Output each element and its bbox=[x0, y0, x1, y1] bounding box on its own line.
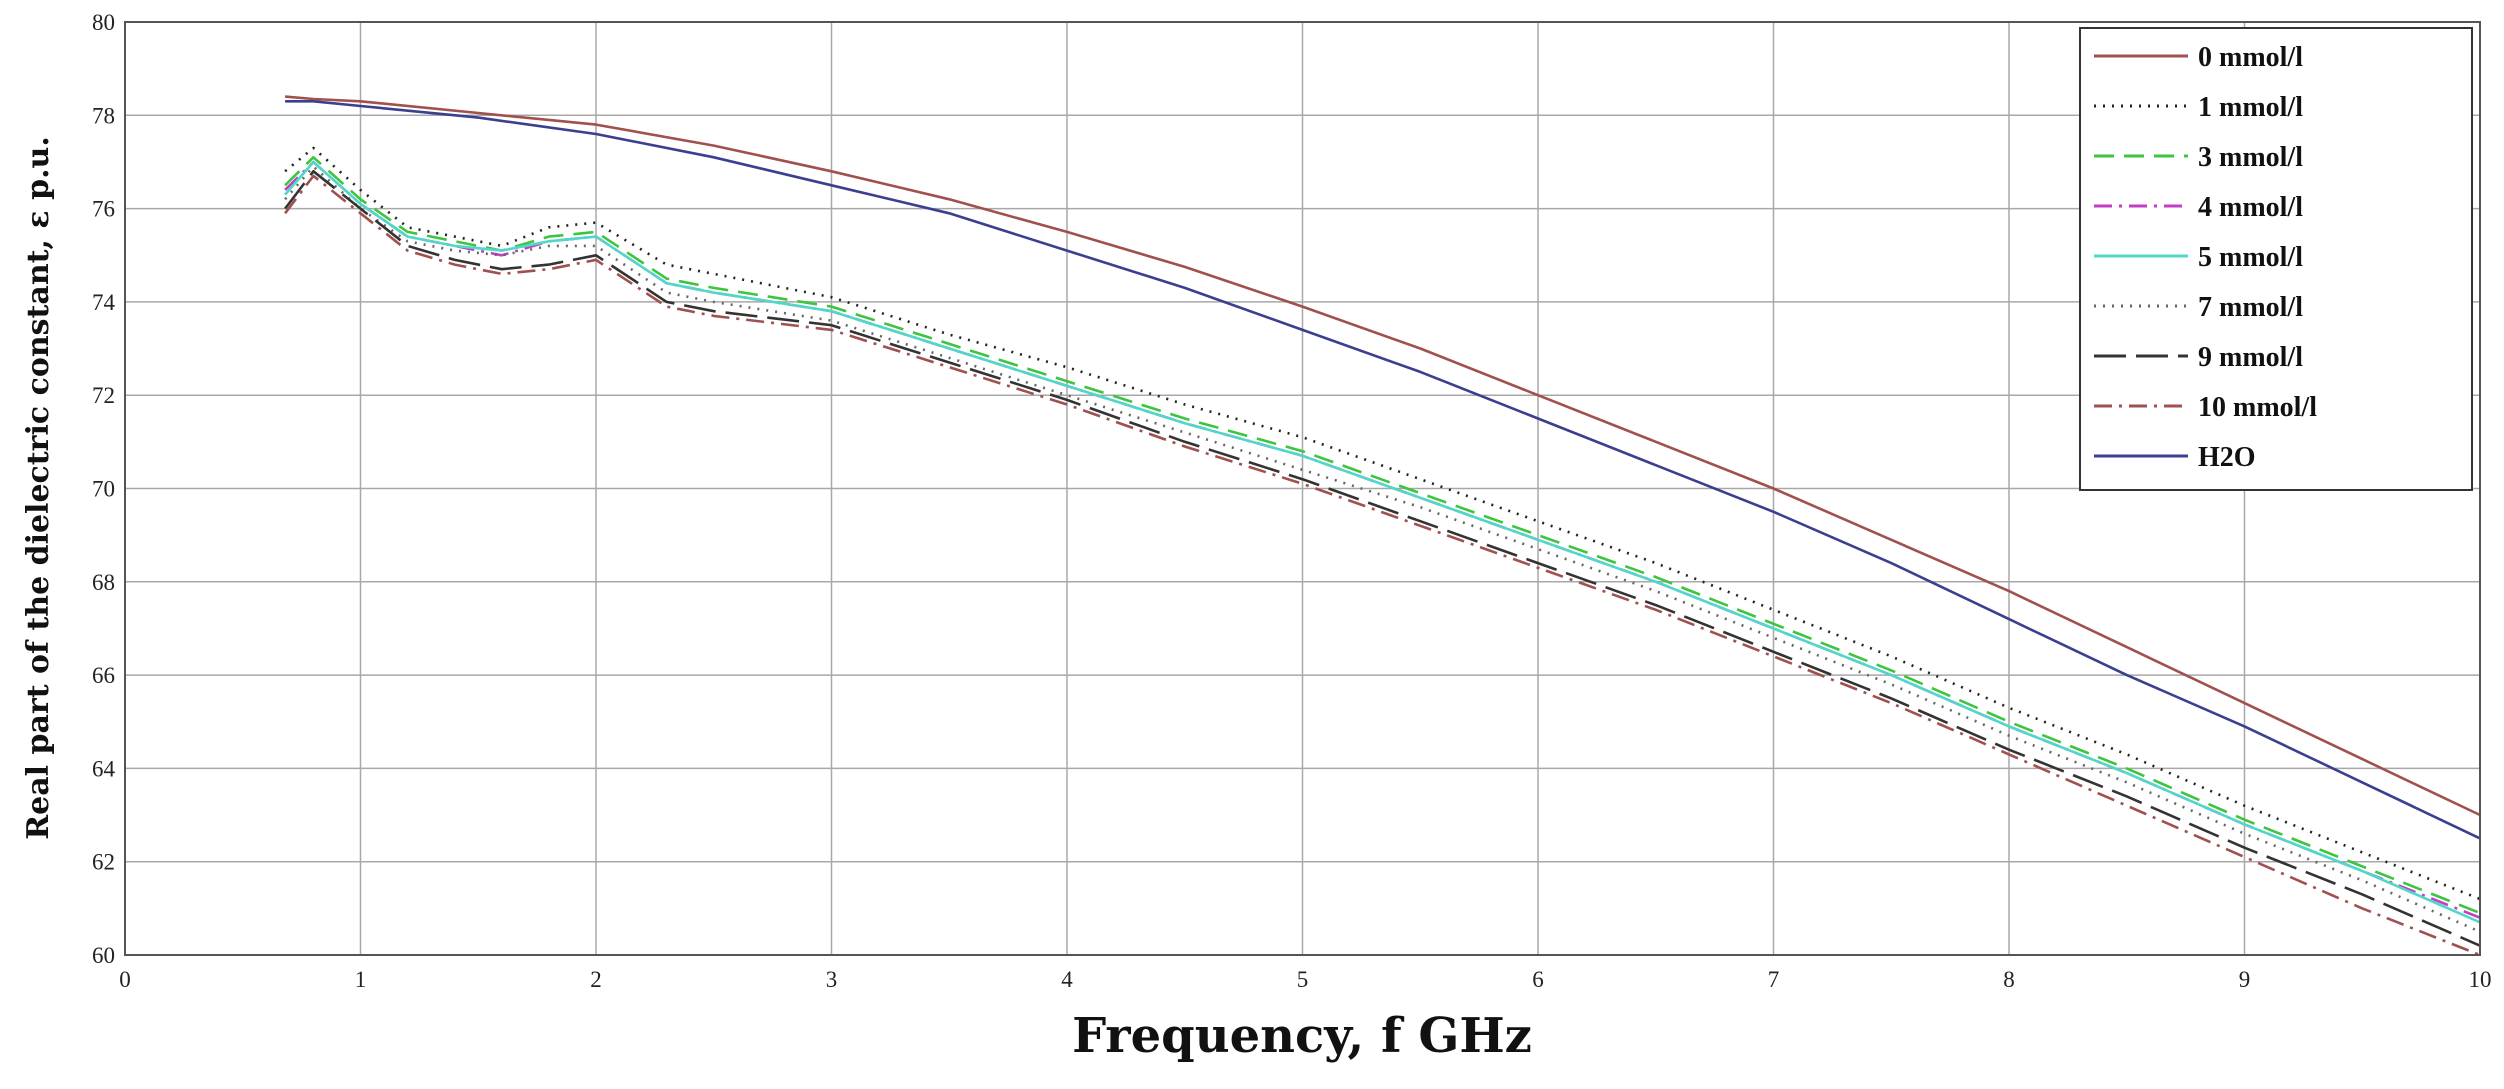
legend-label: 0 mmol/l bbox=[2198, 42, 2303, 73]
x-tick-label: 6 bbox=[1532, 967, 1544, 992]
y-tick-label: 60 bbox=[92, 943, 115, 968]
x-tick-label: 2 bbox=[590, 967, 602, 992]
legend: 0 mmol/l 1 mmol/l 3 mmol/l 4 mmol/l 5 mmol/l… bbox=[2079, 27, 2473, 491]
x-tick-label: 7 bbox=[1768, 967, 1780, 992]
legend-label: 3 mmol/l bbox=[2198, 142, 2303, 173]
series-line-1 bbox=[284, 146, 2481, 901]
y-tick-labels: 60 62 64 66 68 70 72 74 76 78 80 bbox=[92, 10, 116, 968]
series-line-2 bbox=[284, 156, 2481, 915]
series-line-7 bbox=[284, 174, 2481, 957]
legend-label: 1 mmol/l bbox=[2198, 92, 2303, 123]
legend-label: 7 mmol/l bbox=[2198, 292, 2303, 323]
y-axis-title: Real part of the dielectric constant, ε … bbox=[21, 136, 56, 840]
series-line-8 bbox=[285, 100, 2481, 840]
y-tick-label: 76 bbox=[92, 197, 115, 222]
x-tick-label: 3 bbox=[826, 967, 838, 992]
legend-box bbox=[2079, 27, 2473, 491]
legend-label: 4 mmol/l bbox=[2198, 192, 2303, 223]
y-tick-label: 78 bbox=[92, 103, 115, 128]
x-tick-label: 4 bbox=[1061, 967, 1073, 992]
x-tick-label: 5 bbox=[1297, 967, 1309, 992]
series-line-5 bbox=[284, 165, 2481, 933]
x-tick-label: 1 bbox=[355, 967, 367, 992]
series-line-4 bbox=[284, 160, 2481, 924]
series-line-6 bbox=[284, 170, 2481, 947]
y-tick-label: 62 bbox=[92, 850, 115, 875]
plot-border bbox=[124, 21, 2481, 956]
y-tick-label: 72 bbox=[92, 383, 115, 408]
legend-label: 9 mmol/l bbox=[2198, 342, 2303, 373]
x-tick-label: 9 bbox=[2239, 967, 2251, 992]
x-tick-label: 8 bbox=[2003, 967, 2015, 992]
y-tick-label: 68 bbox=[92, 570, 115, 595]
y-tick-label: 64 bbox=[92, 756, 116, 781]
x-tick-labels: 0 1 2 3 4 5 6 7 8 9 10 bbox=[119, 967, 2491, 992]
legend-label: 10 mmol/l bbox=[2198, 392, 2317, 423]
series-line-0 bbox=[284, 95, 2481, 817]
y-tick-label: 74 bbox=[92, 290, 116, 315]
x-axis-title: Frequency, f GHz bbox=[1072, 1008, 1532, 1064]
legend-label: 5 mmol/l bbox=[2198, 242, 2303, 273]
y-tick-label: 66 bbox=[92, 663, 115, 688]
legend-label: H2O bbox=[2198, 442, 2256, 473]
y-tick-label: 70 bbox=[92, 477, 115, 502]
series-lines bbox=[284, 95, 2481, 957]
x-tick-label: 10 bbox=[2469, 967, 2492, 992]
y-tick-label: 80 bbox=[92, 10, 115, 35]
x-tick-label: 0 bbox=[119, 967, 131, 992]
